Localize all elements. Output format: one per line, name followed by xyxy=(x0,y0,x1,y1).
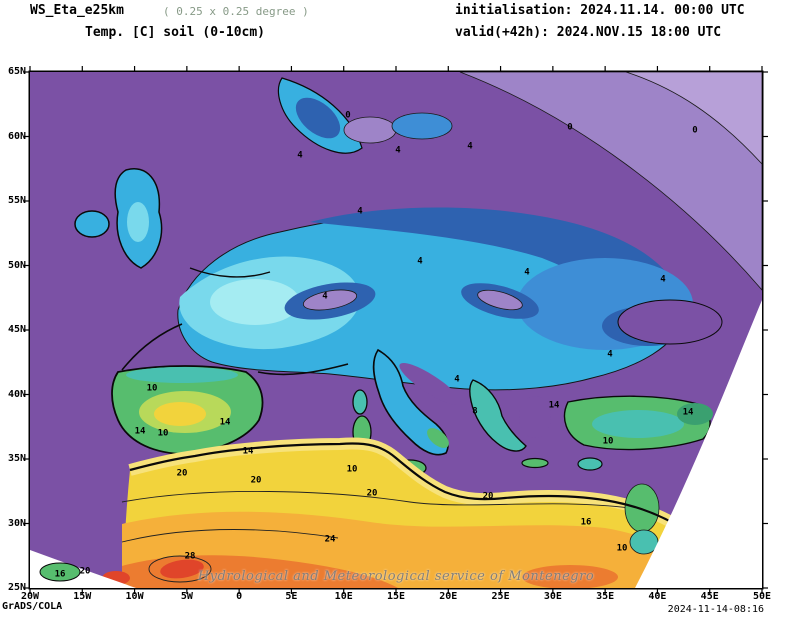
creation-timestamp: 2024-11-14-08:16 xyxy=(667,604,764,615)
region-lavender-corner xyxy=(625,72,762,165)
region-cyprus xyxy=(577,457,603,471)
region-france-pale xyxy=(210,279,300,325)
contour-line-24 xyxy=(121,529,339,543)
lon-axis-label: 0 xyxy=(236,591,243,602)
region-italy-south-green xyxy=(427,428,449,448)
lon-axis-label: 5E xyxy=(285,591,298,602)
contour-line-28 xyxy=(148,555,212,583)
lon-axis-label: 15W xyxy=(73,591,92,602)
lon-axis-label: 30E xyxy=(543,591,562,602)
lon-axis-label: 5W xyxy=(180,591,193,602)
variable-title: Temp. [C] soil (0-10cm) xyxy=(85,25,266,40)
lat-axis-label: 30N xyxy=(7,517,26,529)
region-finland-blue xyxy=(391,112,453,140)
region-baltic-lavender xyxy=(343,116,397,144)
region-corsica xyxy=(352,389,368,415)
region-scandinavia-blue xyxy=(295,97,341,139)
map-frame: 0 0 0 4 4 4 4 4 4 4 4 4 4 8 10 14 10 14 14 14 14 10 10 20 20 20 20… xyxy=(30,72,762,588)
domain-boundary-east xyxy=(635,300,762,588)
grads-credit: GrADS/COLA xyxy=(2,601,63,612)
lon-axis-label: 20W xyxy=(20,591,40,602)
region-levant-teal xyxy=(629,529,659,555)
coastline-channel xyxy=(189,267,271,278)
region-africa-orange-east xyxy=(522,565,618,588)
region-italy xyxy=(372,348,449,456)
model-name: WS_Eta_e25km xyxy=(30,3,124,18)
lat-axis-label: 55N xyxy=(7,195,26,206)
region-turkey-east xyxy=(677,403,713,425)
region-adriatic-sea xyxy=(399,362,461,406)
lat-axis-label: 60N xyxy=(7,130,26,142)
region-ireland xyxy=(74,210,110,238)
region-lavender-northeast xyxy=(459,72,762,291)
contour-line-20 xyxy=(121,491,631,509)
init-time-label: initialisation: 2024.11.14. 00:00 UTC xyxy=(455,3,745,18)
lon-axis-label: 25E xyxy=(491,591,510,602)
lon-axis-label: 10W xyxy=(125,591,144,602)
region-turkey-teal xyxy=(592,410,684,438)
valid-time-label: valid(+42h): 2024.NOV.15 18:00 UTC xyxy=(455,25,722,40)
resolution-label: ( 0.25 x 0.25 degree ) xyxy=(163,5,309,18)
lon-axis-label: 10E xyxy=(334,591,353,602)
coastline-riviera xyxy=(257,363,349,376)
region-alps-lavender xyxy=(302,289,358,311)
region-iberia-north-teal xyxy=(126,367,238,383)
lat-axis-label: 25N xyxy=(7,582,26,593)
lat-axis-label: 50N xyxy=(7,259,26,271)
map-plot xyxy=(30,72,762,588)
lat-axis-label: 40N xyxy=(7,388,26,400)
region-aegean-sea xyxy=(519,396,551,438)
region-britain-inner xyxy=(127,202,149,242)
lon-axis-label: 20E xyxy=(439,591,458,602)
coastline-africa xyxy=(129,442,689,533)
region-black-sea xyxy=(617,299,723,345)
lon-axis-label: 35E xyxy=(596,591,615,602)
lon-axis-label: 50E xyxy=(752,591,772,602)
lon-axis-label: 45E xyxy=(700,591,719,602)
lat-axis-label: 35N xyxy=(7,453,26,464)
lon-axis-label: 15E xyxy=(386,591,406,602)
region-africa-red-1 xyxy=(160,559,204,579)
lat-axis-label: 45N xyxy=(7,324,26,335)
region-canary-green xyxy=(39,562,81,582)
lat-axis-label: 65N xyxy=(7,66,26,77)
region-iberia-yellow xyxy=(154,402,206,426)
coastline-biscay xyxy=(121,323,183,371)
region-carpathians-lavender xyxy=(477,289,523,311)
region-greece xyxy=(468,379,527,452)
lon-axis-label: 40E xyxy=(648,591,667,602)
region-crete xyxy=(521,457,549,469)
region-levant-green xyxy=(624,483,660,533)
region-north-blue-band xyxy=(310,207,679,328)
